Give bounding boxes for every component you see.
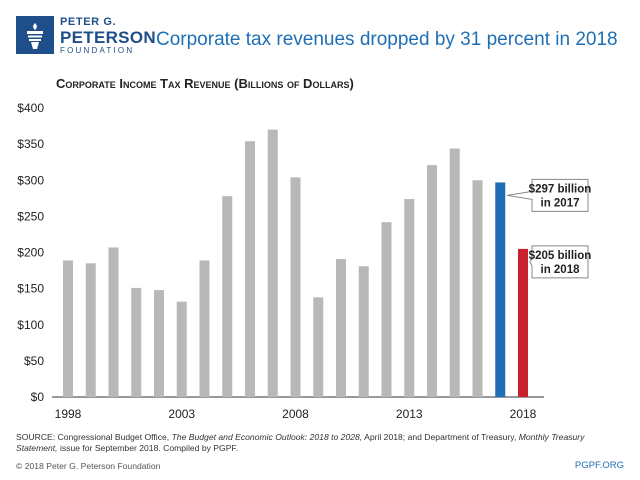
y-tick-label: $350 (17, 137, 44, 151)
x-tick-label: 2013 (396, 407, 423, 421)
site-link[interactable]: PGPF.ORG (574, 460, 624, 471)
bar-2014 (427, 165, 437, 397)
bar-2001 (131, 287, 142, 397)
callout-box-2018 (529, 245, 589, 279)
page-title: Corporate tax revenues dropped by 31 per… (156, 29, 618, 50)
bar-2000 (108, 247, 119, 397)
x-tick-label: 2018 (510, 407, 537, 421)
y-tick-label: $50 (24, 354, 44, 368)
bar-2006 (245, 141, 255, 397)
logo-line-1: PETER G. (60, 16, 117, 28)
bar-2015 (449, 148, 460, 397)
x-tick-label: 2003 (168, 407, 195, 421)
bar-2016 (472, 180, 483, 397)
y-tick-label: $100 (17, 318, 44, 332)
logo-line-3: FOUNDATION (60, 46, 135, 55)
bar-2017 (495, 182, 506, 397)
bar-2013 (404, 199, 415, 397)
callout-sublabel-2018: in 2018 (541, 264, 581, 276)
bar-2011 (358, 266, 369, 397)
source-prefix: SOURCE: Congressional Budget Office, (16, 432, 172, 442)
callout-sublabel-2017: in 2017 (541, 197, 580, 209)
y-tick-label: $250 (17, 209, 44, 223)
bar-2005 (222, 196, 233, 397)
y-tick-label: $400 (17, 101, 44, 115)
bar-2009 (313, 297, 324, 397)
bar-1998 (63, 260, 73, 397)
y-tick-label: $300 (17, 173, 44, 187)
copyright: © 2018 Peter G. Peterson Foundation (16, 461, 161, 471)
logo-line-2: PETERSON (60, 28, 156, 47)
y-tick-label: $200 (17, 246, 44, 260)
source-italic-1: The Budget and Economic Outlook: 2018 to… (171, 432, 363, 442)
bar-2018 (518, 248, 528, 397)
source-middle: April 2018; and Department of Treasury, (362, 432, 519, 442)
source-note: SOURCE: Congressional Budget Office, The… (16, 432, 624, 454)
bar-2010 (336, 259, 346, 397)
bar-2007 (267, 129, 278, 398)
bar-1999 (85, 263, 96, 397)
y-tick-label: $150 (17, 282, 44, 296)
bar-2002 (154, 290, 164, 397)
callout-box-2017 (507, 178, 589, 212)
torch-icon (16, 16, 54, 54)
y-tick-label: $0 (31, 390, 45, 404)
x-tick-label: 1998 (55, 407, 82, 421)
pgpf-logo: PETER G. PETERSON FOUNDATION (16, 16, 156, 56)
bar-2008 (290, 177, 301, 397)
bar-2012 (381, 222, 392, 397)
callout-label-2018: $205 billion (529, 250, 592, 262)
bar-2003 (176, 301, 187, 397)
callout-label-2017: $297 billion (529, 183, 592, 195)
source-italic-2: Monthly Treasury Statement, (16, 432, 585, 453)
x-tick-label: 2008 (282, 407, 309, 421)
bar-2004 (199, 260, 210, 397)
source-suffix: issue for September 2018. Compiled by PG… (57, 443, 239, 453)
chart-title: Corporate Income Tax Revenue (Billions o… (56, 76, 354, 91)
